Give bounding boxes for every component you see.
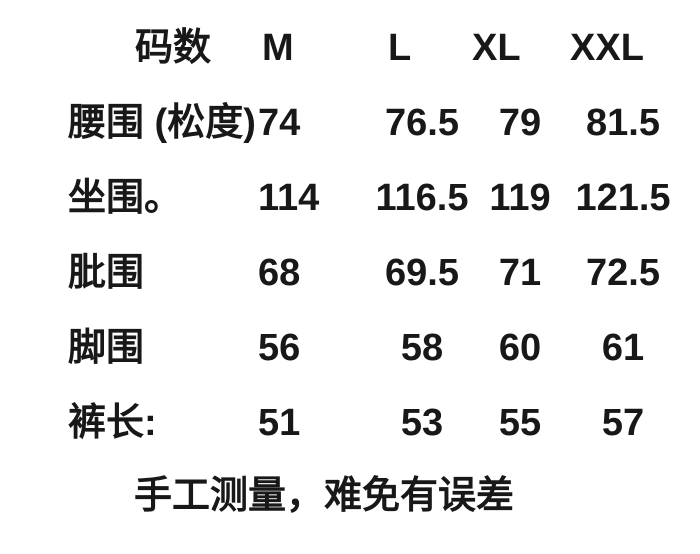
- cell-value: 119: [489, 176, 551, 219]
- column-header-xl: XL: [472, 26, 521, 69]
- table-row-hip: 坐围。 114 116.5 119 121.5: [68, 160, 700, 235]
- cell-value: 81.5: [586, 101, 660, 144]
- row-label: 坐围。: [68, 176, 183, 219]
- cell-value: 114: [258, 176, 320, 219]
- column-header-m: M: [262, 26, 294, 69]
- cell-value: 121.5: [575, 176, 671, 219]
- cell-value: 74: [258, 101, 301, 144]
- row-label: 肶围: [68, 251, 145, 294]
- cell-value: 72.5: [586, 251, 660, 294]
- cell-value: 58: [400, 326, 444, 369]
- row-label: 腰围 (松度): [68, 101, 256, 144]
- cell-value: 53: [400, 401, 444, 444]
- cell-value: 60: [498, 326, 542, 369]
- column-header-size-label: 码数: [135, 26, 212, 69]
- cell-value: 71: [498, 251, 542, 294]
- cell-value: 51: [258, 401, 301, 444]
- cell-value: 116.5: [375, 176, 469, 219]
- cell-value: 76.5: [385, 101, 459, 144]
- table-row-thigh: 肶围 68 69.5 71 72.5: [68, 235, 700, 310]
- cell-value: 56: [258, 326, 301, 369]
- cell-value: 68: [258, 251, 301, 294]
- table-row-waist: 腰围 (松度) 74 76.5 79 81.5: [68, 85, 700, 160]
- cell-value: 57: [601, 401, 645, 444]
- cell-value: 61: [601, 326, 645, 369]
- table-row-leg-opening: 脚围 56 58 60 61: [68, 310, 700, 385]
- column-header-l: L: [388, 26, 412, 69]
- measurement-disclaimer: 手工测量，难免有误差: [134, 475, 515, 517]
- table-row-pants-length: 裤长: 51 53 55 57: [68, 385, 700, 460]
- table-header-row: 码数 M L XL XXL: [68, 10, 700, 85]
- column-header-xxl: XXL: [570, 26, 644, 69]
- row-label: 裤长:: [68, 401, 157, 444]
- cell-value: 79: [498, 101, 542, 144]
- cell-value: 69.5: [385, 251, 459, 294]
- cell-value: 55: [498, 401, 542, 444]
- row-label: 脚围: [68, 326, 145, 369]
